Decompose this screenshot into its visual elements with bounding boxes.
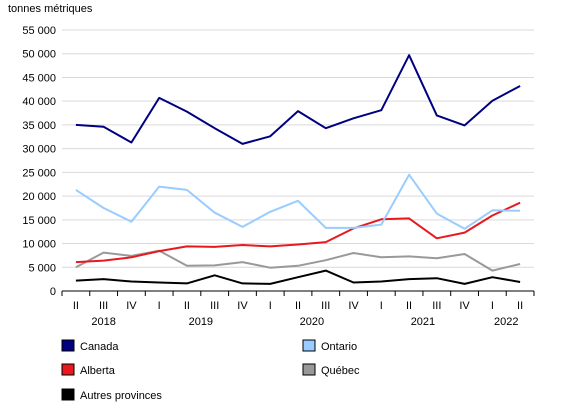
x-tick-label: II xyxy=(184,300,190,312)
series-line-canada xyxy=(75,54,521,145)
x-year-label: 2019 xyxy=(189,316,213,328)
y-tick-label: 25 000 xyxy=(22,167,56,179)
x-year-label: 2020 xyxy=(300,316,324,328)
y-tick-label: 10 000 xyxy=(22,239,56,251)
y-tick-label: 40 000 xyxy=(22,96,56,108)
gridlines xyxy=(62,29,534,268)
x-year-label: 2022 xyxy=(494,316,518,328)
x-tick-label: I xyxy=(269,300,272,312)
legend-label-qu-bec: Québec xyxy=(321,365,360,377)
x-year-label: 2018 xyxy=(91,316,115,328)
y-tick-label: 5 000 xyxy=(28,262,56,274)
legend-label-alberta: Alberta xyxy=(80,365,116,377)
y-tick-label: 0 xyxy=(50,286,56,298)
x-tick-label: III xyxy=(432,300,441,312)
x-tick-label: II xyxy=(517,300,523,312)
legend-swatch-autres-provinces xyxy=(61,388,75,401)
series-lines xyxy=(75,54,521,285)
x-tick-label: IV xyxy=(348,300,359,312)
y-tick-label: 30 000 xyxy=(22,144,56,156)
y-tick-label: 50 000 xyxy=(22,49,56,61)
series-line-alberta xyxy=(75,201,521,264)
legend-swatch-qu-bec xyxy=(302,363,316,376)
x-tick-label: IV xyxy=(237,300,248,312)
y-tick-label: 55 000 xyxy=(22,25,56,37)
legend-swatch-ontario xyxy=(302,339,316,352)
x-tick-label: II xyxy=(406,300,412,312)
legend-label-canada: Canada xyxy=(80,341,119,353)
y-tick-label: 35 000 xyxy=(22,120,56,132)
legend: Canada Ontario Alberta Québec Autres provinc… xyxy=(61,339,360,402)
x-tick-label: I xyxy=(491,300,494,312)
x-tick-label: III xyxy=(99,300,108,312)
y-axis-label: tonnes métriques xyxy=(8,3,93,15)
x-tick-label: IV xyxy=(126,300,137,312)
x-tick-label: II xyxy=(73,300,79,312)
series-line-autres-provinces xyxy=(75,269,521,285)
y-tick-label: 45 000 xyxy=(22,72,56,84)
y-axis-tick-labels: 0 5 000 10 000 15 000 20 000 25 000 30 000 35 0… xyxy=(22,25,56,298)
legend-swatch-canada xyxy=(61,339,75,352)
legend-label-autres-provinces: Autres provinces xyxy=(80,390,162,402)
x-tick-label: IV xyxy=(459,300,470,312)
x-tick-label: I xyxy=(158,300,161,312)
y-tick-label: 20 000 xyxy=(22,191,56,203)
legend-swatch-alberta xyxy=(61,363,75,376)
x-tick-label: II xyxy=(295,300,301,312)
x-tick-label: I xyxy=(380,300,383,312)
x-tick-label: III xyxy=(210,300,219,312)
legend-label-ontario: Ontario xyxy=(321,341,357,353)
x-year-label: 2021 xyxy=(411,316,435,328)
y-tick-label: 15 000 xyxy=(22,215,56,227)
x-tick-label: III xyxy=(321,300,330,312)
series-line-ontario xyxy=(75,173,521,230)
